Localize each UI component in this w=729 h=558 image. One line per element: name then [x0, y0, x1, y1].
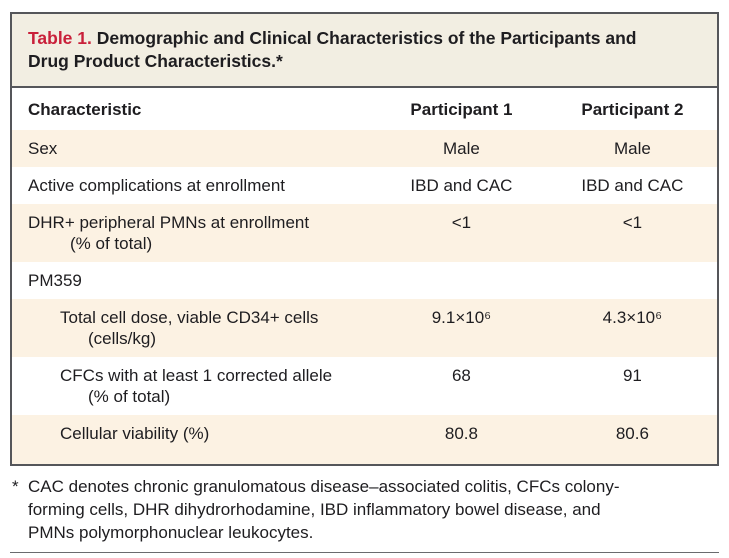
column-header-participant2: Participant 2 — [581, 100, 684, 119]
footnote-line: forming cells, DHR dihydrorhodamine, IBD… — [28, 500, 601, 519]
row-value-p2: 80.6 — [615, 424, 649, 443]
row-value-p2: Male — [613, 139, 651, 158]
table-container: Table 1. Demographic and Clinical Charac… — [10, 12, 719, 466]
row-label: DHR+ peripheral PMNs at enrollment — [28, 213, 310, 232]
table-row: Sex Male Male — [12, 130, 717, 167]
table-row: DHR+ peripheral PMNs at enrollment (% of… — [12, 204, 717, 262]
table-title: Table 1. Demographic and Clinical Charac… — [12, 14, 717, 88]
bottom-divider — [10, 552, 719, 553]
row-value-p1: <1 — [451, 213, 472, 232]
footnote-line: PMNs polymorphonuclear leukocytes. — [28, 523, 314, 542]
row-value-p2: <1 — [622, 213, 643, 232]
table-row: Cellular viability (%) 80.8 80.6 — [12, 415, 717, 464]
row-label: Active complications at enrollment — [28, 176, 286, 195]
table-row: Total cell dose, viable CD34+ cells (cel… — [12, 299, 717, 357]
table-title-line2: Drug Product Characteristics.* — [28, 51, 283, 71]
footnote-marker: * — [12, 477, 19, 496]
row-value-p1 — [375, 262, 548, 299]
footnote-line: CAC denotes chronic granulomatous diseas… — [28, 477, 620, 496]
row-label: Total cell dose, viable CD34+ cells — [60, 308, 319, 327]
table-row: Active complications at enrollment IBD a… — [12, 167, 717, 204]
table-row: CFCs with at least 1 corrected allele (%… — [12, 357, 717, 415]
table-footnote: * CAC denotes chronic granulomatous dise… — [10, 475, 719, 544]
row-label-line2: (cells/kg) — [88, 329, 157, 348]
row-label-line2: (% of total) — [88, 387, 171, 406]
characteristics-table: Characteristic Participant 1 Participant… — [12, 88, 717, 464]
row-label: PM359 — [28, 271, 82, 290]
column-header-participant1: Participant 1 — [410, 100, 513, 119]
row-value-p2: 91 — [622, 366, 642, 385]
footnote-text: CAC denotes chronic granulomatous diseas… — [28, 475, 620, 544]
row-label: Cellular viability (%) — [60, 424, 210, 443]
row-value-p1: Male — [443, 139, 480, 158]
row-label-line2: (% of total) — [70, 234, 153, 253]
table-row: PM359 — [12, 262, 717, 299]
row-value-p2 — [548, 262, 717, 299]
table-title-line1: Demographic and Clinical Characteristics… — [96, 28, 637, 48]
row-value-p1: 68 — [451, 366, 471, 385]
row-label: Sex — [28, 139, 58, 158]
header-row: Characteristic Participant 1 Participant… — [12, 88, 717, 130]
table-number-label: Table 1. — [28, 28, 92, 48]
column-header-characteristic: Characteristic — [28, 100, 142, 119]
row-value-p1: IBD and CAC — [410, 176, 513, 195]
row-value-p1: 9.1×10⁶ — [431, 308, 492, 327]
row-value-p2: IBD and CAC — [581, 176, 684, 195]
row-value-p1: 80.8 — [444, 424, 478, 443]
row-label: CFCs with at least 1 corrected allele — [60, 366, 333, 385]
row-value-p2: 4.3×10⁶ — [602, 308, 663, 327]
